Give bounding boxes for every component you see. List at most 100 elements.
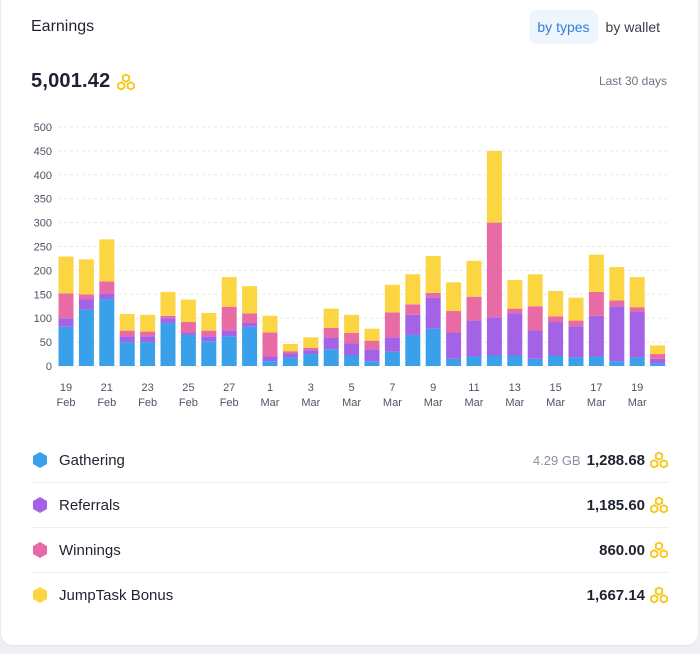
bar-segment: [262, 315, 278, 333]
bar-segment: [78, 299, 94, 310]
bar-segment: [221, 306, 237, 331]
bar-segment: [282, 357, 298, 366]
bar-segment: [629, 357, 645, 366]
x-tick-day: 5: [349, 382, 355, 394]
bar-segment: [486, 222, 502, 318]
bar-segment: [609, 306, 625, 362]
legend-row-jumptask-bonus: JumpTask Bonus 1,667.14: [31, 573, 669, 617]
hex-shape: [33, 497, 47, 513]
x-tick-month: Feb: [179, 397, 198, 409]
card-title: Earnings: [31, 18, 95, 35]
bar-segment: [507, 355, 523, 366]
bar-segment: [262, 361, 278, 366]
x-tick-month: Mar: [628, 397, 647, 409]
x-tick-day: 19: [631, 382, 643, 394]
bar-segment: [344, 355, 360, 366]
legend-value: 1,288.68: [586, 451, 645, 469]
bar-segment: [323, 349, 339, 366]
bar-segment: [282, 344, 298, 352]
bar-segment: [609, 361, 625, 366]
bar-segment: [446, 358, 462, 366]
view-toggle: by types by wallet: [529, 10, 668, 44]
legend-row-winnings: Winnings 860.00: [31, 528, 669, 573]
bar-segment: [527, 330, 543, 359]
bar-segment: [507, 308, 523, 314]
x-tick-day: 23: [141, 382, 153, 394]
bar-segment: [364, 361, 380, 366]
bar-segment: [99, 299, 115, 366]
bar-segment: [425, 297, 441, 329]
bar-segment: [609, 300, 625, 307]
bar-segment: [180, 332, 196, 335]
hex-shape: [33, 452, 47, 468]
period-label: Last 30 days: [598, 74, 667, 88]
hex-shape: [33, 542, 47, 558]
bar-segment: [527, 274, 543, 307]
bar-segment: [609, 267, 625, 301]
y-tick-label: 400: [34, 170, 52, 182]
bar-segment: [384, 312, 400, 338]
coin-icon: [650, 496, 668, 514]
x-tick-month: Mar: [587, 397, 606, 409]
bar-segment: [323, 308, 339, 328]
bar-segment: [58, 318, 74, 327]
bar-segment: [99, 239, 115, 282]
tab-by-types[interactable]: by types: [529, 10, 598, 44]
legend-value: 1,185.60: [586, 496, 645, 514]
bar-segment: [507, 279, 523, 309]
bar-segment: [568, 297, 584, 321]
bar-segment: [78, 294, 94, 300]
bar-segment: [99, 293, 115, 300]
bar-segment: [242, 286, 258, 314]
bar-segment: [405, 274, 421, 305]
x-tick-month: Mar: [301, 397, 320, 409]
bar-segment: [344, 343, 360, 356]
legend-row-referrals: Referrals 1,185.60: [31, 483, 669, 528]
bar-segment: [588, 356, 604, 366]
total-earnings: 5,001.42: [31, 70, 136, 93]
bar-segment: [507, 313, 523, 356]
bar-segment: [446, 332, 462, 359]
y-tick-label: 450: [34, 146, 52, 158]
bar-segment: [119, 342, 135, 366]
bar-segment: [364, 349, 380, 362]
bar-segment: [486, 355, 502, 366]
legend-value: 860.00: [599, 541, 645, 559]
bar-segment: [568, 326, 584, 358]
bar-segment: [99, 281, 115, 294]
x-tick-month: Feb: [220, 397, 239, 409]
bar-segment: [160, 322, 176, 366]
bar-segment: [486, 317, 502, 356]
x-tick-month: Feb: [57, 397, 76, 409]
tab-by-wallet[interactable]: by wallet: [605, 19, 660, 35]
bar-segment: [221, 277, 237, 307]
bar-segment: [344, 333, 360, 344]
legend-label: Referrals: [59, 496, 120, 514]
legend-list: Gathering 4.29 GB 1,288.68 Referrals 1,1…: [31, 438, 669, 617]
bar-segment: [446, 311, 462, 333]
bar-segment: [201, 341, 217, 366]
bar-segment: [629, 311, 645, 358]
y-tick-label: 300: [34, 218, 52, 230]
bar-segment: [58, 293, 74, 319]
bar-segment: [303, 350, 319, 355]
bar-segment: [650, 358, 666, 364]
bar-segment: [629, 277, 645, 308]
bar-segment: [119, 336, 135, 343]
x-tick-day: 9: [430, 382, 436, 394]
bar-segment: [588, 315, 604, 357]
bar-segment: [221, 330, 237, 337]
bar-segment: [160, 315, 176, 319]
bar-segment: [548, 316, 564, 323]
bar-segment: [140, 336, 156, 343]
bar-segment: [323, 337, 339, 350]
bar-segment: [282, 353, 298, 358]
referrals-hex-icon: [33, 497, 47, 513]
gathering-hex-icon: [33, 452, 47, 468]
y-tick-label: 200: [34, 265, 52, 277]
bar-segment: [262, 356, 278, 362]
bar-segment: [650, 363, 666, 366]
bar-segment: [201, 330, 217, 337]
bar-segment: [425, 328, 441, 366]
